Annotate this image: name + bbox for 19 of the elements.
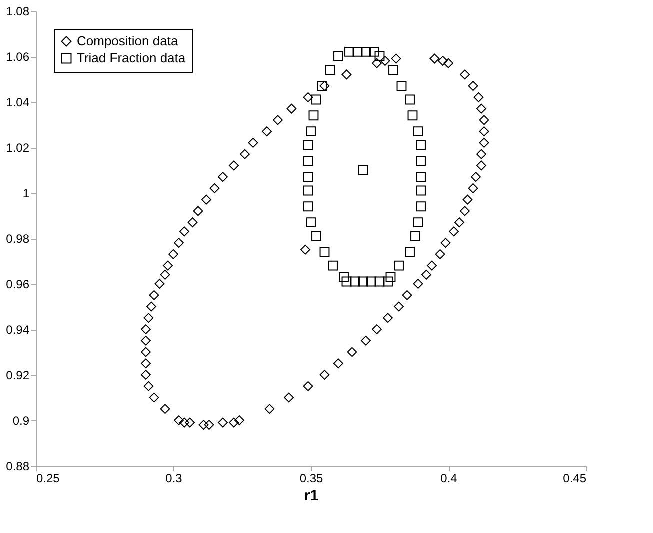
x-tick-label: 0.4 (440, 472, 458, 486)
y-tick-label: 0.98 (6, 232, 30, 246)
x-tick-label: 0.25 (36, 472, 60, 486)
y-tick-label: 0.96 (6, 278, 30, 292)
legend-label: Composition data (77, 34, 179, 48)
y-tick-label: 1 (22, 186, 30, 200)
legend-label: Triad Fraction data (77, 50, 186, 66)
y-tick-label: 0.92 (6, 368, 30, 382)
y-tick-label: 0.94 (6, 323, 30, 337)
x-tick-label: 0.3 (166, 472, 183, 486)
x-axis-title: r1 (304, 488, 319, 504)
y-tick-label: 1.02 (6, 141, 30, 155)
y-tick-label: 1.06 (6, 50, 30, 64)
y-tick-label: 1.08 (6, 4, 30, 18)
y-tick-label: 1.04 (6, 96, 30, 110)
x-tick-label: 0.35 (300, 472, 324, 486)
y-tick-label: 0.9 (12, 414, 30, 428)
y-tick-label: 0.88 (6, 460, 30, 474)
x-tick-label: 0.45 (563, 472, 587, 486)
